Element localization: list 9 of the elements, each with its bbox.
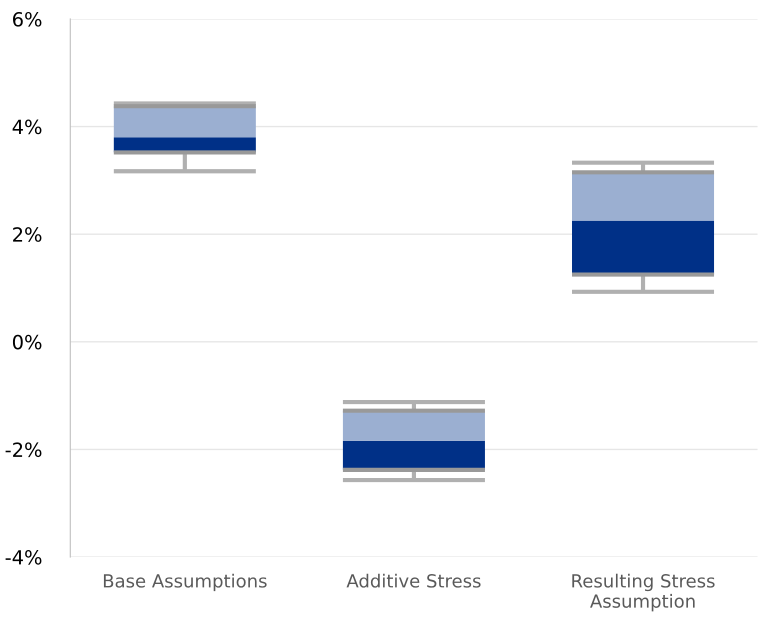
y-tick-label: -2% [6,442,42,458]
y-tick-label: 4% [12,120,42,134]
y-tick-label: 2% [13,227,42,242]
y-tick-label: -4% [6,550,42,565]
y-tick-label: 0% [12,334,42,350]
y-tick-label: 6% [13,12,42,27]
x-tick-label: Base Assumptions [104,574,267,592]
x-tick-label: Additive Stress [346,574,481,588]
x-tick-label: Resulting Stress Assumption [572,574,715,612]
